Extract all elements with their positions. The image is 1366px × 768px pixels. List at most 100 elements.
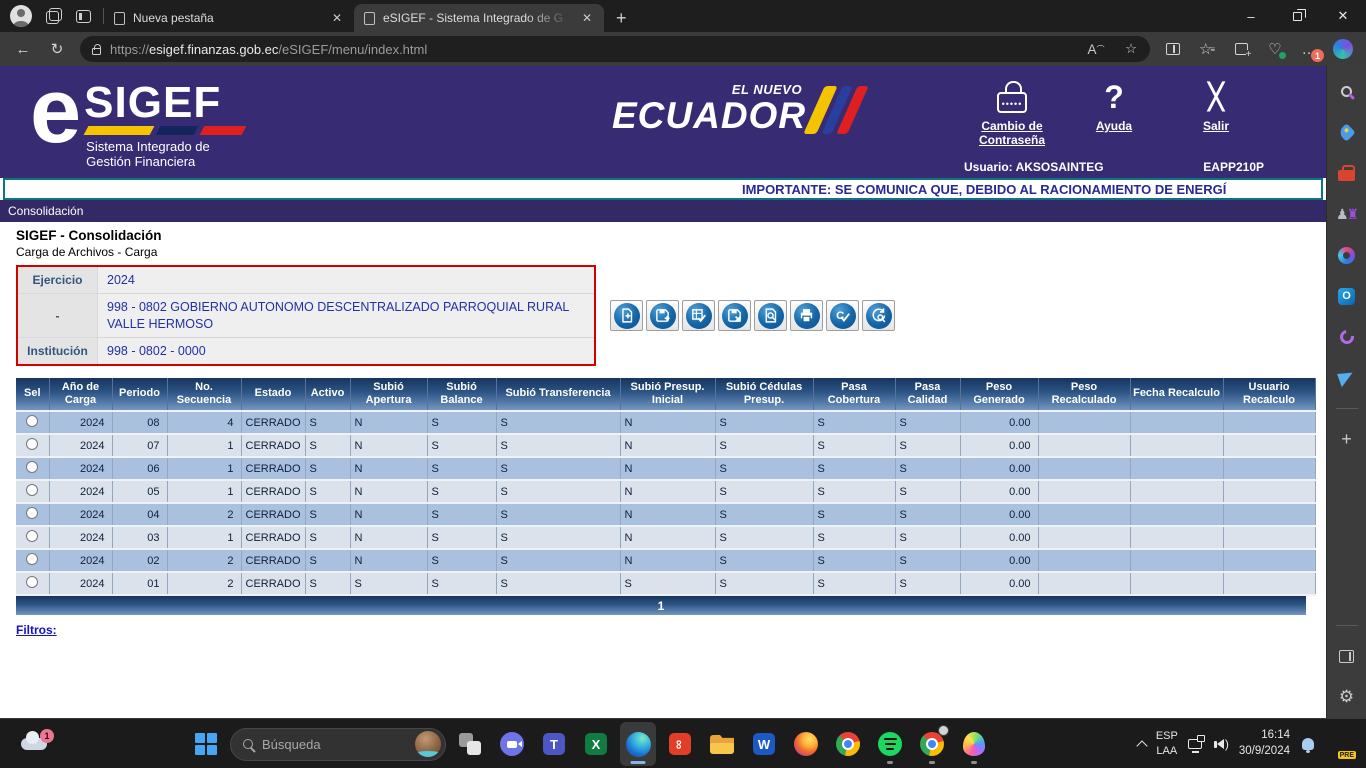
favorites-icon[interactable]: ☆≡	[1192, 35, 1222, 63]
delete-record-button[interactable]	[718, 300, 751, 331]
settings-menu-icon[interactable]: …1	[1294, 35, 1324, 63]
microsoft-365-icon[interactable]	[1336, 244, 1358, 266]
table-cell	[1038, 434, 1130, 457]
language-indicator[interactable]: ESPLAA	[1156, 729, 1178, 759]
close-window-button[interactable]: ✕	[1320, 0, 1366, 32]
change-password-button[interactable]: ••••• Cambio de Contraseña	[964, 78, 1060, 148]
spotify-icon[interactable]	[872, 722, 908, 766]
print-button[interactable]	[790, 300, 823, 331]
table-cell: S	[305, 549, 350, 572]
taskbar-clock[interactable]: 16:1430/9/2024	[1239, 728, 1290, 759]
volume-icon[interactable]: )	[1214, 737, 1229, 751]
row-select-radio[interactable]	[26, 530, 38, 542]
filters-link[interactable]: Filtros:	[16, 623, 57, 637]
new-tab-button[interactable]: +	[604, 8, 639, 29]
workspaces-icon[interactable]	[46, 8, 62, 24]
table-cell: S	[620, 572, 715, 595]
video-call-icon[interactable]	[494, 722, 530, 766]
outlook-icon[interactable]: O	[1336, 285, 1358, 307]
split-screen-icon[interactable]	[1158, 35, 1188, 63]
table-row: 2024071CERRADOSNSSNSSS0.00	[16, 434, 1315, 457]
bing-daily-image	[415, 731, 441, 757]
rainbow-app-icon[interactable]	[956, 722, 992, 766]
teams-icon[interactable]: T	[536, 722, 572, 766]
minimize-button[interactable]: –	[1228, 0, 1274, 32]
acrobat-icon[interactable]: ∞	[662, 722, 698, 766]
validate-grid-button[interactable]	[682, 300, 715, 331]
row-select-radio[interactable]	[26, 553, 38, 565]
tab-nueva-pestana[interactable]: Nueva pestaña ✕	[104, 4, 354, 32]
read-aloud-icon[interactable]: A⌒	[1083, 37, 1109, 61]
table-cell: S	[895, 457, 960, 480]
chrome-work-icon[interactable]	[914, 722, 950, 766]
refresh-icon[interactable]: ↻	[42, 35, 72, 63]
ecuador-logo: EL NUEVO ECUADOR	[612, 82, 858, 134]
row-select-radio[interactable]	[26, 461, 38, 473]
row-select-radio[interactable]	[26, 507, 38, 519]
table-cell: N	[350, 457, 427, 480]
table-cell: S	[305, 526, 350, 549]
back-icon[interactable]: ←	[8, 35, 38, 63]
hidden-icons-chevron-icon[interactable]	[1136, 740, 1147, 751]
copilot-icon[interactable]	[1328, 35, 1358, 63]
notifications-bell-icon[interactable]	[1302, 738, 1314, 750]
table-cell: N	[350, 480, 427, 503]
sidebar-panel-icon[interactable]	[1336, 645, 1358, 667]
table-cell	[1130, 457, 1223, 480]
start-button[interactable]	[188, 722, 224, 766]
close-tab-icon[interactable]: ✕	[330, 11, 344, 25]
browser-profile-avatar[interactable]	[10, 5, 32, 27]
copilot-taskbar-button[interactable]: PRE	[1326, 729, 1354, 759]
quality-check-button[interactable]: C	[826, 300, 859, 331]
menu-item-0[interactable]: Consolidación	[8, 204, 83, 218]
table-cell	[1223, 480, 1315, 503]
toolbox-icon[interactable]	[1336, 162, 1358, 184]
lock-icon	[92, 48, 101, 55]
row-select-radio[interactable]	[26, 415, 38, 427]
close-tab-icon[interactable]: ✕	[580, 11, 594, 25]
refresh-search-button[interactable]	[862, 300, 895, 331]
edge-icon[interactable]	[620, 722, 656, 766]
table-cell	[16, 457, 49, 480]
row-select-radio[interactable]	[26, 576, 38, 588]
word-icon[interactable]: W	[746, 722, 782, 766]
network-icon[interactable]	[1188, 739, 1202, 749]
shopping-icon[interactable]	[1336, 121, 1358, 143]
help-button[interactable]: ? Ayuda	[1066, 78, 1162, 148]
collections-icon[interactable]	[1226, 35, 1256, 63]
search-icon[interactable]	[1336, 80, 1358, 102]
file-explorer-icon[interactable]	[704, 722, 740, 766]
favorite-star-icon[interactable]: ☆	[1118, 37, 1144, 61]
table-cell	[1130, 526, 1223, 549]
row-select-radio[interactable]	[26, 484, 38, 496]
weather-widget[interactable]: 1	[12, 724, 56, 764]
settings-icon[interactable]: ⚙	[1336, 686, 1358, 708]
restore-button[interactable]	[1274, 0, 1320, 32]
entidad-label: -	[18, 294, 98, 337]
context-form: Ejercicio 2024 - 998 - 0802 GOBIERNO AUT…	[16, 265, 596, 366]
new-document-button[interactable]	[610, 300, 643, 331]
breadcrumb: Carga de Archivos - Carga	[16, 245, 1326, 259]
drop-icon[interactable]	[1336, 326, 1358, 348]
table-cell	[1223, 503, 1315, 526]
browser-essentials-icon[interactable]: ♡	[1260, 35, 1290, 63]
add-icon[interactable]: +	[1336, 428, 1358, 450]
logout-button[interactable]: ╳ Salir	[1168, 78, 1264, 148]
column-header: Fecha Recalculo	[1130, 378, 1223, 411]
table-cell	[1130, 480, 1223, 503]
table-cell: S	[305, 503, 350, 526]
chrome-icon[interactable]	[830, 722, 866, 766]
save-record-button[interactable]	[646, 300, 679, 331]
taskbar-search[interactable]: Búsqueda	[230, 728, 446, 761]
tab-actions-icon[interactable]	[76, 10, 91, 23]
games-icon[interactable]: ♟♜	[1336, 203, 1358, 225]
excel-icon[interactable]: X	[578, 722, 614, 766]
table-cell	[1223, 549, 1315, 572]
row-select-radio[interactable]	[26, 438, 38, 450]
paper-plane-icon[interactable]	[1336, 367, 1358, 389]
tab-esigef[interactable]: eSIGEF - Sistema Integrado de G ✕	[354, 4, 604, 32]
firefox-icon[interactable]	[788, 722, 824, 766]
address-bar[interactable]: https://esigef.finanzas.gob.ec/eSIGEF/me…	[80, 36, 1150, 62]
task-view-icon[interactable]	[452, 722, 488, 766]
preview-document-button[interactable]	[754, 300, 787, 331]
